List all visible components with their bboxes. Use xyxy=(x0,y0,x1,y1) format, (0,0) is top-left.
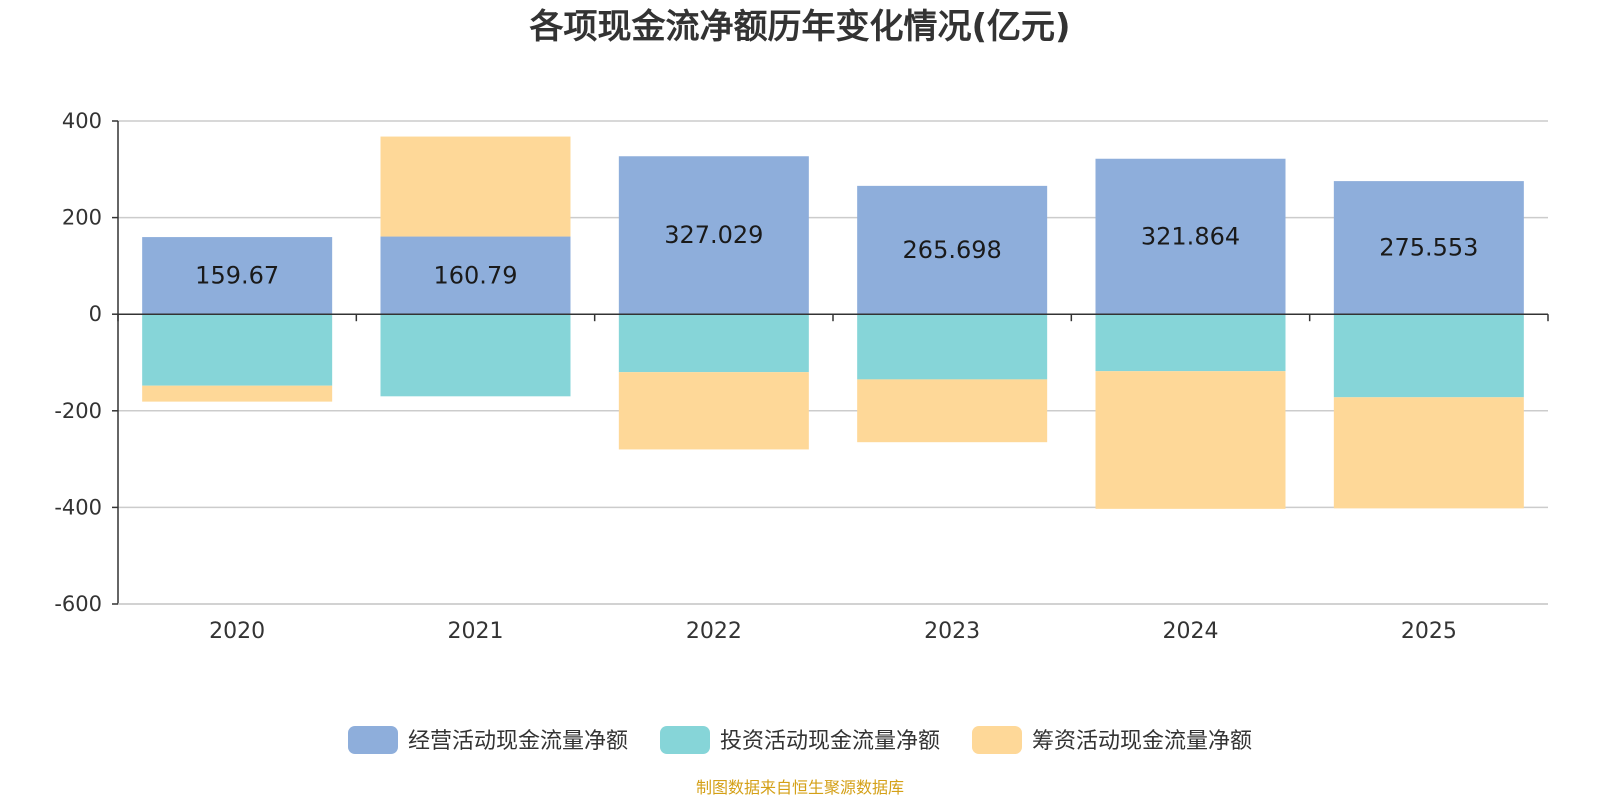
x-tick-label: 2020 xyxy=(209,619,265,644)
bar-2024-series-0 xyxy=(1095,158,1286,315)
bar-2021-series-2 xyxy=(380,136,571,237)
legend-swatch-2 xyxy=(972,726,1022,754)
bar-2020-series-0 xyxy=(142,237,333,315)
data-labels: 159.67 160.79 327.029 265.698 321.864 275.553 xyxy=(195,221,1478,289)
chart-title: 各项现金流净额历年变化情况(亿元) xyxy=(529,7,1070,47)
bar-2022-series-1 xyxy=(618,314,809,373)
data-label-2024: 321.864 xyxy=(1141,222,1240,250)
legend: 经营活动现金流量净额 投资活动现金流量净额 筹资活动现金流量净额 xyxy=(348,726,1252,754)
source-note: 制图数据来自恒生聚源数据库 xyxy=(696,778,904,797)
y-tick-label: -400 xyxy=(54,495,102,519)
bar-2022-series-0 xyxy=(618,156,809,315)
bar-2021-series-0 xyxy=(380,236,571,315)
bar-2025-series-0 xyxy=(1333,181,1524,315)
bars xyxy=(142,136,1524,509)
data-label-2020: 159.67 xyxy=(195,262,279,290)
axes xyxy=(112,120,1549,605)
bar-2020-series-1 xyxy=(142,314,333,386)
bar-2025-series-1 xyxy=(1333,314,1524,398)
bar-2020-series-2 xyxy=(142,385,333,402)
x-tick-label: 2022 xyxy=(686,619,742,644)
x-tick-label: 2021 xyxy=(448,619,504,644)
y-tick-label: 400 xyxy=(62,109,102,133)
x-tick-labels: 2020 2021 2022 2023 2024 2025 xyxy=(209,619,1457,644)
legend-label-2: 筹资活动现金流量净额 xyxy=(1032,729,1252,754)
bar-2021-series-1 xyxy=(380,314,571,397)
x-tick-label: 2024 xyxy=(1163,619,1219,644)
bar-2023-series-1 xyxy=(857,314,1048,380)
y-tick-label: 200 xyxy=(62,206,102,230)
bar-2025-series-2 xyxy=(1333,397,1524,509)
bar-2022-series-2 xyxy=(618,372,809,450)
legend-swatch-1 xyxy=(660,726,710,754)
y-tick-label: 0 xyxy=(89,302,102,326)
x-tick-label: 2025 xyxy=(1401,619,1457,644)
bar-2024-series-2 xyxy=(1095,371,1286,509)
y-tick-label: -200 xyxy=(54,399,102,423)
bar-2023-series-2 xyxy=(857,379,1048,443)
data-label-2021: 160.79 xyxy=(434,261,518,289)
grid-lines xyxy=(118,120,1548,605)
legend-swatch-0 xyxy=(348,726,398,754)
legend-label-0: 经营活动现金流量净额 xyxy=(408,729,628,754)
y-tick-label: -600 xyxy=(54,592,102,616)
x-tick-label: 2023 xyxy=(924,619,980,644)
bar-2023-series-0 xyxy=(857,185,1048,315)
data-label-2023: 265.698 xyxy=(903,236,1002,264)
legend-label-1: 投资活动现金流量净额 xyxy=(720,729,940,754)
data-label-2022: 327.029 xyxy=(664,221,763,249)
bar-2024-series-1 xyxy=(1095,314,1286,372)
y-tick-labels: 400 200 0 -200 -400 -600 xyxy=(54,109,102,616)
data-label-2025: 275.553 xyxy=(1379,234,1478,262)
